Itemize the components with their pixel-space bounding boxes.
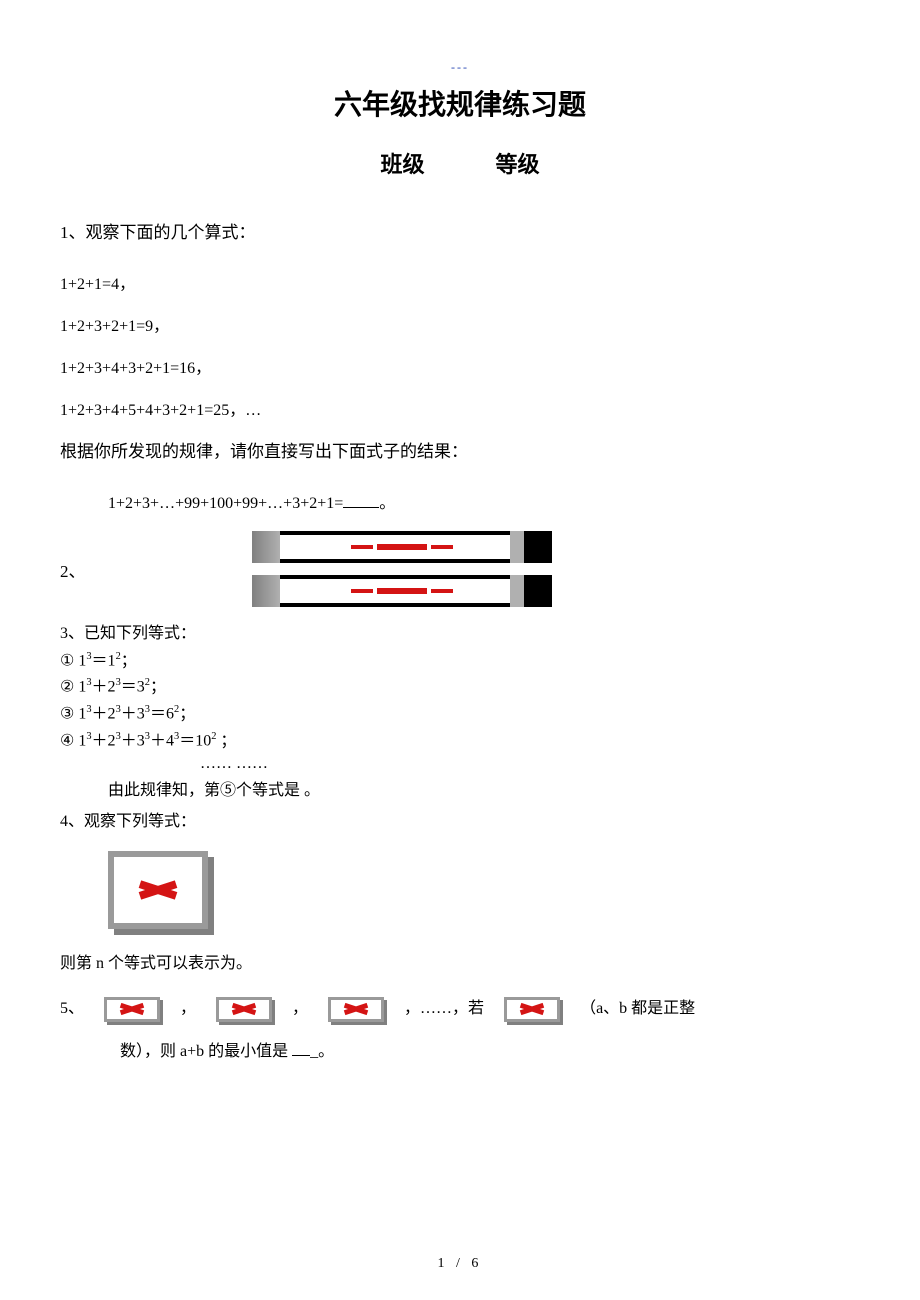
q5-number: 5、 xyxy=(60,992,84,1026)
broken-image-icon xyxy=(351,544,453,550)
subtitle-row: 班级 等级 xyxy=(60,147,860,179)
seg xyxy=(502,992,562,1026)
seg xyxy=(326,992,386,1026)
q5-continuation: 数），则 a+b 的最小值是 _。 xyxy=(60,1035,860,1069)
broken-image-icon xyxy=(343,1001,369,1017)
seg xyxy=(214,992,274,1026)
bar-cap-right xyxy=(524,575,552,607)
q2-image-stack xyxy=(252,531,552,607)
q1-final-right: 。 xyxy=(379,495,395,512)
q3-dots: …… …… xyxy=(60,755,860,773)
q1-eq2: 1+2+3+2+1=9， xyxy=(60,312,860,336)
q1-eq4: 1+2+3+4+5+4+3+2+1=25，… xyxy=(60,396,860,420)
t: ； xyxy=(150,679,166,696)
q2-row: 2、 xyxy=(60,531,860,607)
broken-image-inline xyxy=(216,997,272,1022)
t: ＋4 xyxy=(150,732,174,749)
q4-head: 4、观察下列等式： xyxy=(60,807,860,831)
comma: ， xyxy=(292,992,308,1026)
q1-blank xyxy=(343,491,379,509)
q3-l4: ④ 13＋23＋33＋43＝102 ； xyxy=(60,728,860,755)
seg xyxy=(102,992,162,1026)
broken-image-bar xyxy=(252,575,552,607)
page-title: 六年级找规律练习题 xyxy=(60,83,860,123)
q1-followup: 根据你所发现的规律，请你直接写出下面式子的结果： xyxy=(60,438,860,465)
broken-image-icon xyxy=(231,1001,257,1017)
class-label: 班级 xyxy=(380,152,424,177)
q1-eq1: 1+2+1=4， xyxy=(60,270,860,294)
t: ＋2 xyxy=(92,706,116,723)
q3-head: 3、已知下列等式： xyxy=(60,621,860,647)
q3-conclusion: 由此规律知，第⑤个等式是 。 xyxy=(60,777,860,806)
q5-tail: （a、b 都是正整 xyxy=(580,992,695,1026)
t: ④ 1 xyxy=(60,732,86,749)
t: ＝1 xyxy=(92,652,116,669)
q3-l1: ① 13＝12； xyxy=(60,648,860,675)
t: ＝6 xyxy=(150,706,174,723)
broken-image-placeholder xyxy=(108,851,208,929)
t: ③ 1 xyxy=(60,706,86,723)
broken-image-inline xyxy=(328,997,384,1022)
q3-l2: ② 13＋23＝32； xyxy=(60,674,860,701)
t: ； xyxy=(121,652,137,669)
broken-image-inline xyxy=(104,997,160,1022)
t: ＋3 xyxy=(121,706,145,723)
q2-number: 2、 xyxy=(60,557,90,582)
q5-period: _。 xyxy=(310,1043,334,1060)
t: ＋2 xyxy=(92,732,116,749)
t: ＋2 xyxy=(92,679,116,696)
broken-image-bar xyxy=(252,531,552,563)
q5-row: 5、 ， ， ，……，若 （a、b 都是正整 xyxy=(60,992,860,1026)
t: ① 1 xyxy=(60,652,86,669)
page-footer: 1 / 6 xyxy=(0,1256,920,1272)
broken-image-icon xyxy=(119,1001,145,1017)
bar-cap-right xyxy=(524,531,552,563)
broken-image-icon xyxy=(519,1001,545,1017)
t: ＋3 xyxy=(121,732,145,749)
t: ； xyxy=(216,732,236,749)
img-front xyxy=(108,851,208,929)
dots-if: ，……，若 xyxy=(404,992,484,1026)
broken-image-icon xyxy=(351,588,453,594)
comma: ， xyxy=(180,992,196,1026)
broken-image-inline xyxy=(504,997,560,1022)
broken-image-icon xyxy=(140,878,176,902)
q5-cont-text: 数），则 a+b 的最小值是 xyxy=(120,1043,288,1060)
bar-cap-left xyxy=(252,531,280,563)
bar-cap-left xyxy=(252,575,280,607)
top-dash: --- xyxy=(60,60,860,75)
q4-conclusion: 则第 n 个等式可以表示为。 xyxy=(60,951,860,977)
q5-blank xyxy=(292,1039,310,1057)
q1-final: 1+2+3+…+99+100+99+…+3+2+1= 。 xyxy=(60,489,860,513)
grade-label: 等级 xyxy=(496,152,540,177)
t: ＝3 xyxy=(121,679,145,696)
page: --- 六年级找规律练习题 班级 等级 1、观察下面的几个算式： 1+2+1=4… xyxy=(0,0,920,1300)
t: ② 1 xyxy=(60,679,86,696)
q1-prompt: 1、观察下面的几个算式： xyxy=(60,219,860,246)
q1-eq3: 1+2+3+4+3+2+1=16， xyxy=(60,354,860,378)
q1-final-left: 1+2+3+…+99+100+99+…+3+2+1= xyxy=(108,495,343,512)
t: ； xyxy=(179,706,195,723)
t: ＝10 xyxy=(179,732,211,749)
q3-l3: ③ 13＋23＋33＝62； xyxy=(60,701,860,728)
